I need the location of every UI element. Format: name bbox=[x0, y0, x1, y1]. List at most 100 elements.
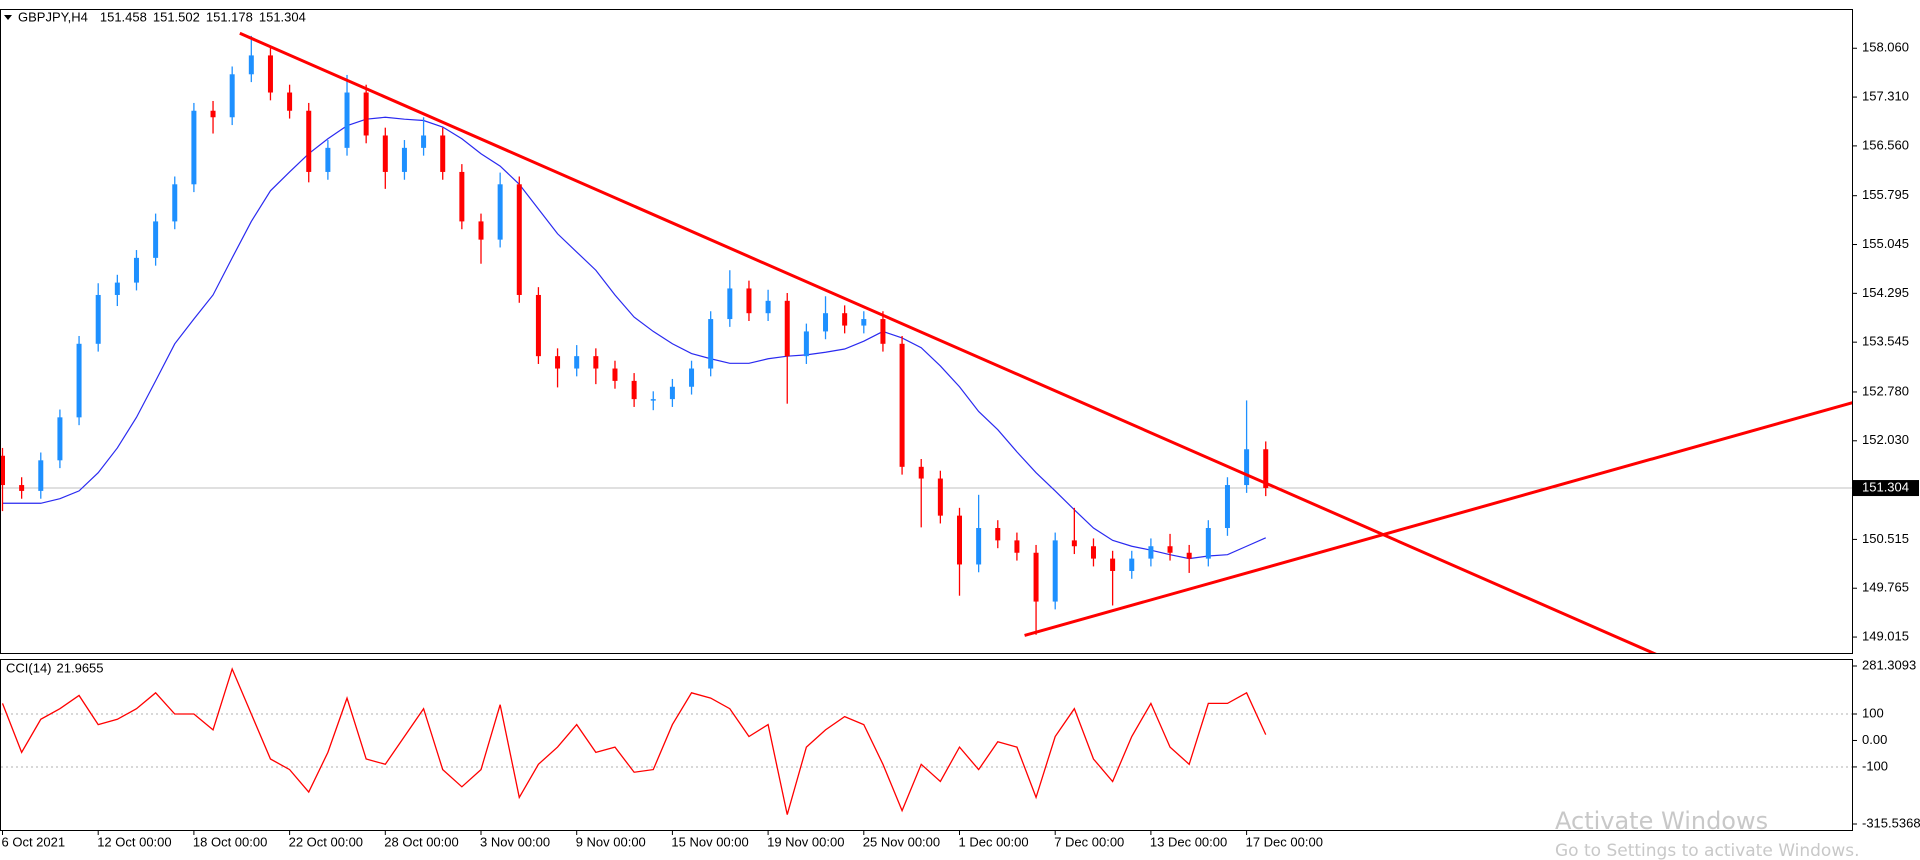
trendline bbox=[239, 31, 1657, 653]
candle-body bbox=[899, 343, 905, 467]
candle-body bbox=[1110, 558, 1116, 571]
candle-body bbox=[823, 313, 829, 332]
candle-body bbox=[1148, 546, 1154, 559]
candle-body bbox=[1244, 449, 1250, 486]
candle-body bbox=[459, 171, 465, 222]
candle-body bbox=[478, 221, 484, 240]
candle-body bbox=[516, 184, 522, 295]
candle-body bbox=[746, 288, 752, 314]
x-tick-label: 7 Dec 00:00 bbox=[1054, 834, 1124, 849]
x-tick-label: 28 Oct 00:00 bbox=[384, 834, 458, 849]
trendline bbox=[1024, 401, 1852, 637]
y-tick-label: -315.5368 bbox=[1862, 815, 1920, 830]
candle-body bbox=[172, 184, 178, 222]
candle-body bbox=[1224, 485, 1230, 529]
candle-body bbox=[650, 399, 656, 401]
y-tick-label: 152.030 bbox=[1862, 432, 1909, 447]
y-tick-label: 153.545 bbox=[1862, 334, 1909, 349]
candle-body bbox=[861, 319, 867, 326]
x-tick-label: 1 Dec 00:00 bbox=[959, 834, 1029, 849]
candle-body bbox=[325, 147, 331, 172]
candle-body bbox=[95, 294, 101, 344]
x-tick-label: 13 Dec 00:00 bbox=[1150, 834, 1227, 849]
candle-body bbox=[1090, 546, 1096, 559]
candle-body bbox=[267, 55, 273, 93]
candle-body bbox=[19, 485, 25, 491]
candle-body bbox=[287, 92, 293, 111]
y-tick-label: -100 bbox=[1862, 758, 1888, 773]
candle-body bbox=[210, 110, 216, 118]
candle-body bbox=[880, 319, 886, 344]
candle-body bbox=[765, 300, 771, 314]
candle-body bbox=[1167, 546, 1173, 553]
candle-body bbox=[153, 221, 159, 258]
watermark-subtitle: Go to Settings to activate Windows. bbox=[1555, 841, 1860, 860]
candle-body bbox=[306, 110, 312, 172]
candle-body bbox=[191, 110, 197, 185]
watermark-title: Activate Windows bbox=[1555, 807, 1768, 835]
candle-body bbox=[957, 515, 962, 565]
ohlc-value: 151.458 bbox=[100, 9, 147, 24]
candle-body bbox=[363, 92, 369, 136]
y-tick-label: 157.310 bbox=[1862, 89, 1909, 104]
indicator-value: 21.9655 bbox=[57, 660, 104, 675]
candle-body bbox=[344, 92, 350, 148]
current-price-box bbox=[1853, 480, 1919, 497]
candle-body bbox=[1052, 540, 1058, 602]
y-tick-label: 158.060 bbox=[1862, 40, 1909, 55]
candle-body bbox=[803, 331, 809, 357]
dropdown-arrow[interactable] bbox=[4, 15, 12, 20]
current-price-label: 151.304 bbox=[1862, 479, 1909, 494]
moving-average bbox=[2, 116, 1266, 560]
candle-body bbox=[574, 356, 580, 369]
x-tick-label: 25 Nov 00:00 bbox=[863, 834, 940, 849]
x-tick-label: 6 Oct 2021 bbox=[2, 834, 66, 849]
ohlc-value: 151.304 bbox=[259, 9, 306, 24]
x-tick-label: 19 Nov 00:00 bbox=[767, 834, 844, 849]
candle-body bbox=[1186, 552, 1192, 559]
y-tick-label: 281.3093 bbox=[1862, 657, 1916, 672]
candle-body bbox=[555, 356, 561, 369]
y-tick-label: 149.015 bbox=[1862, 628, 1909, 643]
candle-body bbox=[440, 135, 446, 172]
candle-body bbox=[593, 356, 599, 369]
candle-body bbox=[937, 478, 943, 516]
plot-layer bbox=[1, 31, 1852, 815]
indicator-name: CCI(14) bbox=[6, 660, 52, 675]
candle-body bbox=[1129, 558, 1135, 571]
candle-body bbox=[1205, 528, 1211, 559]
x-tick-label: 3 Nov 00:00 bbox=[480, 834, 550, 849]
y-tick-label: 155.795 bbox=[1862, 187, 1909, 202]
candle-body bbox=[708, 319, 714, 369]
main-panel-frame bbox=[0, 9, 1853, 654]
candle-body bbox=[1033, 552, 1039, 602]
candle-body bbox=[114, 282, 120, 295]
candle-body bbox=[382, 135, 388, 172]
x-tick-label: 18 Oct 00:00 bbox=[193, 834, 267, 849]
candle-body bbox=[689, 368, 695, 387]
ohlc-value: 151.178 bbox=[206, 9, 253, 24]
candle-body bbox=[57, 417, 63, 461]
y-tick-label: 100 bbox=[1862, 705, 1884, 720]
candle-body bbox=[1071, 540, 1077, 547]
cci-panel-frame bbox=[0, 659, 1853, 831]
y-tick-label: 154.295 bbox=[1862, 285, 1909, 300]
y-tick-label: 0.00 bbox=[1862, 732, 1887, 747]
candle-body bbox=[1263, 449, 1269, 489]
price-plot bbox=[1, 31, 1852, 653]
candle-body bbox=[976, 528, 982, 565]
x-tick-label: 17 Dec 00:00 bbox=[1246, 834, 1323, 849]
candle-body bbox=[612, 368, 618, 381]
candle-body bbox=[631, 380, 637, 400]
candle-body bbox=[76, 343, 82, 418]
candle-body bbox=[995, 528, 1001, 541]
y-tick-label: 150.515 bbox=[1862, 531, 1909, 546]
x-tick-label: 9 Nov 00:00 bbox=[576, 834, 646, 849]
x-tick-label: 12 Oct 00:00 bbox=[97, 834, 171, 849]
candle-body bbox=[133, 257, 139, 283]
candle-body bbox=[535, 294, 541, 357]
candle-body bbox=[248, 55, 254, 75]
